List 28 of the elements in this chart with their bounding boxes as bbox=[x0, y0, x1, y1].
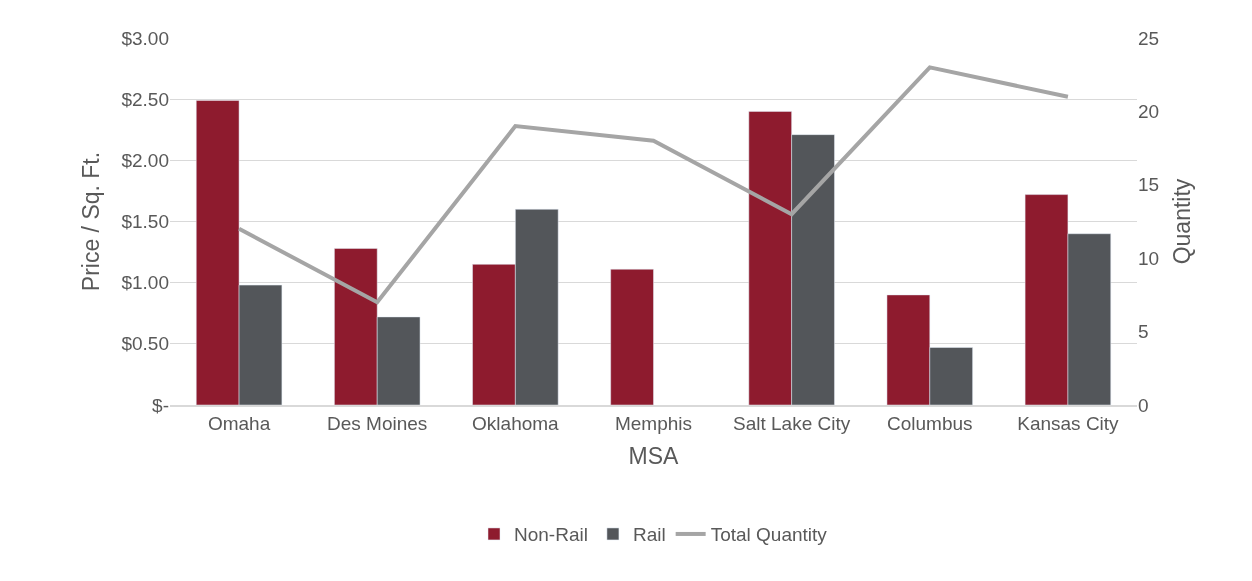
y2-tick-label: 0 bbox=[1138, 394, 1149, 416]
y2-tick-label: 15 bbox=[1138, 174, 1160, 196]
x-tick-label: Oklahoma bbox=[472, 412, 560, 434]
y2-axis-title: Quantity bbox=[1168, 178, 1195, 265]
y-tick-label: $1.50 bbox=[121, 211, 169, 233]
y-tick-label: $0.50 bbox=[121, 333, 169, 355]
y2-tick-label: 10 bbox=[1138, 247, 1160, 269]
legend-label: Non-Rail bbox=[514, 524, 588, 546]
y-tick-label: $2.50 bbox=[121, 88, 169, 110]
x-tick-label: Salt Lake City bbox=[733, 412, 851, 434]
x-tick-label: Memphis bbox=[614, 412, 693, 434]
y2-tick-label: 20 bbox=[1138, 101, 1160, 123]
y-tick-label: $- bbox=[152, 394, 169, 416]
x-tick-label: Omaha bbox=[207, 412, 271, 434]
y-tick-label: $3.00 bbox=[121, 27, 169, 49]
y-axis-title: Price / Sq. Ft. bbox=[77, 151, 104, 292]
y2-tick-label: 25 bbox=[1138, 27, 1160, 49]
y-tick-label: $2.00 bbox=[121, 149, 169, 171]
y-tick-label: $1.00 bbox=[121, 272, 169, 294]
x-axis-title: MSA bbox=[628, 442, 680, 469]
y2-tick-label: 5 bbox=[1138, 321, 1149, 343]
legend-label: Total Quantity bbox=[710, 524, 828, 546]
bar bbox=[610, 268, 654, 405]
x-tick-label: Kansas City bbox=[1017, 412, 1120, 434]
legend-label: Rail bbox=[632, 524, 666, 546]
x-tick-label: Des Moines bbox=[327, 412, 428, 434]
x-tick-label: Columbus bbox=[887, 412, 973, 434]
line-series bbox=[237, 65, 1070, 305]
